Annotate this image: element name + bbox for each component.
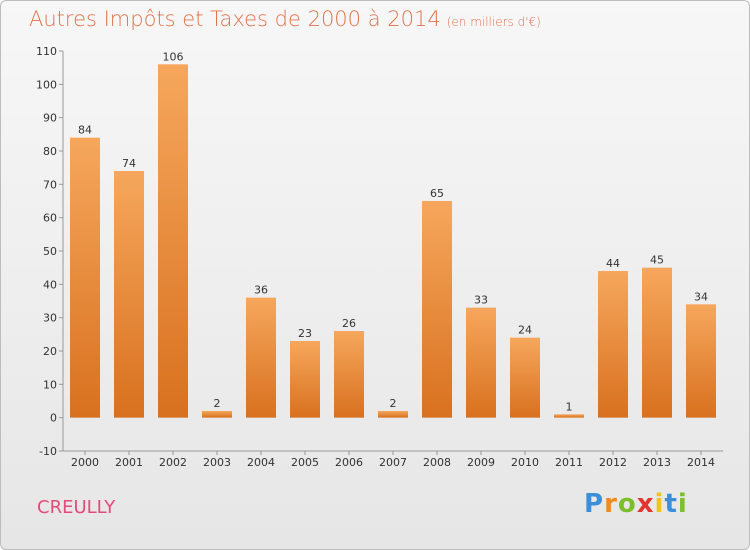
x-tick-label: 2013	[643, 456, 671, 469]
x-tick-label: 2008	[423, 456, 451, 469]
data-label: 2	[390, 397, 397, 410]
bar	[246, 297, 276, 418]
data-label: 24	[518, 324, 532, 337]
data-label: 26	[342, 317, 356, 330]
data-label: 44	[606, 257, 620, 270]
data-label: 36	[254, 284, 268, 297]
y-tick-label: 90	[43, 112, 57, 125]
logo-letter: P	[584, 489, 605, 519]
y-tick-label: 50	[43, 245, 57, 258]
bar	[202, 411, 232, 418]
chart-title: Autres Impôts et Taxes de 2000 à 2014 (en…	[29, 7, 541, 31]
bar	[334, 331, 364, 418]
bar	[378, 411, 408, 418]
bar	[510, 337, 540, 418]
data-labels: 84 74 106 2 36 23 26 2 65 33 24 1 44 45 34	[78, 50, 708, 413]
y-tick-label: 20	[43, 345, 57, 358]
axes: -10 0 10 20 30 40 50 60 70 80 90 100 110 2000 2001 2002…	[36, 45, 723, 469]
bar	[290, 341, 320, 418]
bar	[642, 267, 672, 418]
x-tick-label: 2003	[203, 456, 231, 469]
x-tick-label: 2006	[335, 456, 363, 469]
data-label: 33	[474, 294, 488, 307]
logo-letter: t	[664, 489, 678, 519]
x-tick-label: 2004	[247, 456, 275, 469]
y-tick-label: 60	[43, 212, 57, 225]
logo-letter: i	[677, 489, 688, 519]
x-tick-label: 2000	[71, 456, 99, 469]
y-tick-label: 30	[43, 312, 57, 325]
bars	[70, 64, 716, 418]
logo-letter: r	[604, 489, 618, 519]
data-label: 1	[566, 400, 573, 413]
y-tick-label: 110	[36, 45, 57, 58]
y-tick-label: 10	[43, 378, 57, 391]
bar	[422, 201, 452, 418]
data-label: 106	[163, 50, 184, 63]
logo-letter: i	[654, 489, 665, 519]
x-tick-label: 2005	[291, 456, 319, 469]
x-tick-label: 2012	[599, 456, 627, 469]
x-tick-label: 2010	[511, 456, 539, 469]
data-label: 74	[122, 157, 136, 170]
bar	[158, 64, 188, 418]
bar	[466, 307, 496, 418]
y-tick-label: 100	[36, 78, 57, 91]
x-tick-label: 2001	[115, 456, 143, 469]
logo-letter: o	[617, 489, 637, 519]
bar	[114, 171, 144, 418]
bar	[554, 414, 584, 418]
data-label: 23	[298, 327, 312, 340]
x-tick-label: 2002	[159, 456, 187, 469]
commune-name: CREULLY	[37, 497, 116, 518]
proxiti-logo: Proxiti	[584, 489, 688, 519]
y-tick-label: 40	[43, 278, 57, 291]
y-tick-label: 0	[50, 412, 57, 425]
logo-letter: x	[636, 489, 655, 519]
bar	[598, 271, 628, 418]
bar	[70, 137, 100, 418]
x-tick-label: 2009	[467, 456, 495, 469]
y-tick-label: 80	[43, 145, 57, 158]
data-label: 65	[430, 187, 444, 200]
y-tick-label: 70	[43, 178, 57, 191]
x-tick-label: 2007	[379, 456, 407, 469]
bar	[686, 304, 716, 418]
data-label: 45	[650, 254, 664, 267]
y-tick-label: -10	[39, 445, 57, 458]
data-label: 34	[694, 290, 708, 303]
x-tick-label: 2014	[687, 456, 715, 469]
data-label: 84	[78, 124, 92, 137]
data-label: 2	[214, 397, 221, 410]
chart-title-text: Autres Impôts et Taxes de 2000 à 2014	[29, 7, 441, 31]
chart-unit: (en milliers d'€)	[446, 15, 541, 29]
x-tick-label: 2011	[555, 456, 583, 469]
